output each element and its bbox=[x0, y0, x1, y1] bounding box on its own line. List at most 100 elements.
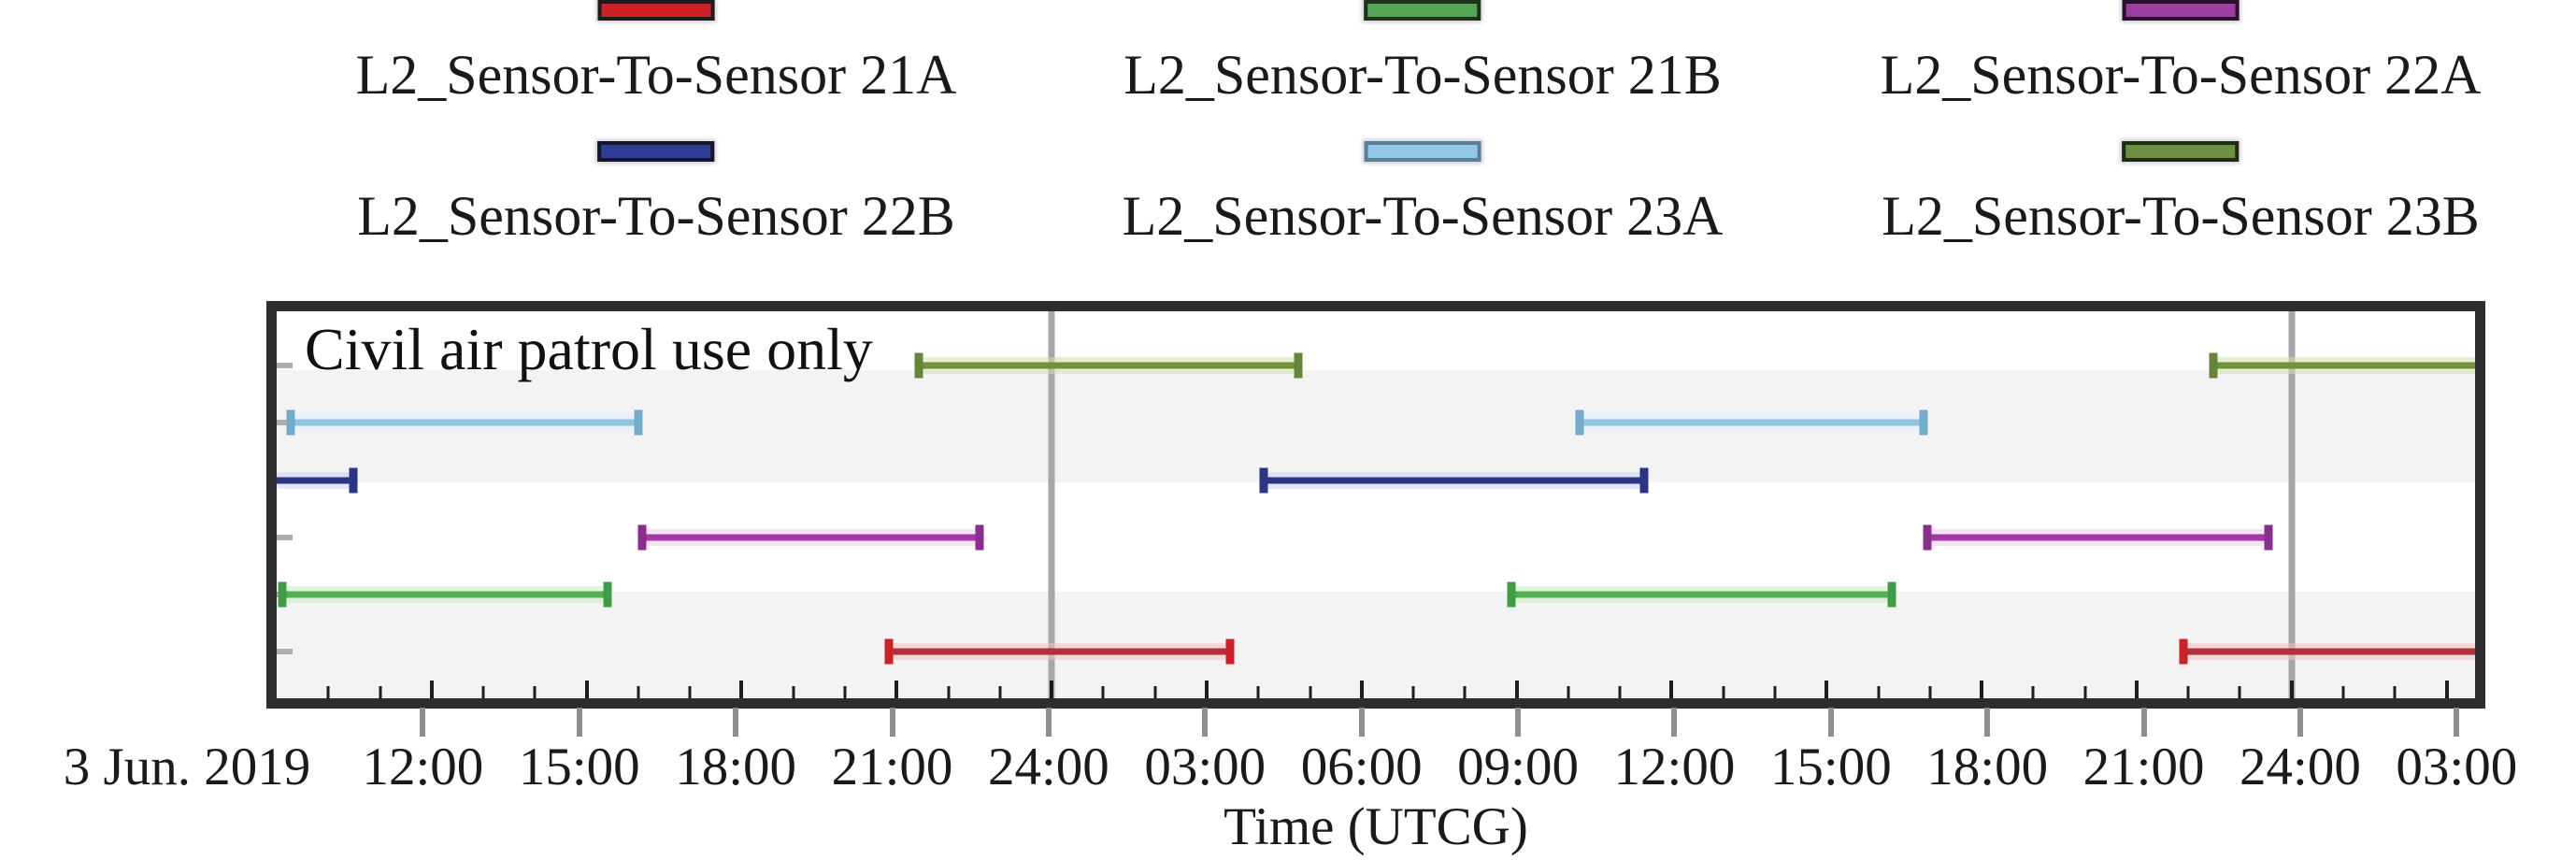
x-tick-label: 03:00 bbox=[1144, 738, 1267, 796]
major-tick-extension bbox=[1984, 708, 1991, 737]
x-minor-tick bbox=[998, 686, 1002, 698]
legend-label: L2_Sensor-To-Sensor 21B bbox=[1123, 44, 1722, 106]
x-minor-tick bbox=[1618, 686, 1622, 698]
legend-entry: L2_Sensor-To-Sensor 23A bbox=[1122, 141, 1724, 247]
x-minor-tick bbox=[533, 686, 537, 698]
interval-end-cap bbox=[1259, 467, 1268, 493]
legend-label: L2_Sensor-To-Sensor 22A bbox=[1880, 44, 2482, 106]
interval-end-cap bbox=[603, 581, 612, 608]
interval-end-cap bbox=[914, 352, 923, 379]
x-minor-tick bbox=[843, 686, 847, 698]
access-interval-bar bbox=[1511, 591, 1893, 598]
x-major-tick bbox=[1514, 681, 1519, 698]
x-major-tick bbox=[1204, 681, 1209, 698]
access-interval-bar bbox=[277, 477, 353, 483]
x-tick-label: 09:00 bbox=[1457, 738, 1579, 796]
x-minor-tick bbox=[1463, 686, 1467, 698]
x-tick-label: 03:00 bbox=[2396, 738, 2518, 796]
interval-end-cap bbox=[1919, 409, 1928, 436]
legend-entry: L2_Sensor-To-Sensor 22B bbox=[357, 141, 955, 244]
x-tick-label: 24:00 bbox=[987, 738, 1109, 796]
plot-area: Civil air patrol use only bbox=[277, 311, 2475, 698]
interval-end-cap bbox=[286, 409, 295, 436]
x-major-tick bbox=[1980, 681, 1984, 698]
x-axis-date-label: 3 Jun. 2019 bbox=[63, 738, 311, 796]
x-minor-tick bbox=[1256, 686, 1260, 698]
y-axis-row-tick bbox=[277, 649, 293, 655]
legend-entry: L2_Sensor-To-Sensor 21B bbox=[1123, 0, 1722, 103]
x-major-tick bbox=[1359, 681, 1364, 698]
x-major-tick bbox=[739, 681, 744, 698]
x-minor-tick bbox=[637, 686, 640, 698]
x-tick-label: 21:00 bbox=[2082, 738, 2205, 796]
y-axis-row-tick bbox=[277, 362, 293, 368]
legend-entry: L2_Sensor-To-Sensor 23B bbox=[1882, 141, 2480, 244]
interval-end-cap bbox=[1923, 524, 1932, 551]
legend-swatch-icon bbox=[2122, 0, 2240, 21]
interval-end-cap bbox=[637, 524, 647, 551]
legend-swatch-icon bbox=[1364, 0, 1481, 21]
major-tick-extension bbox=[1827, 708, 1834, 737]
gray-band-1 bbox=[277, 369, 2475, 482]
x-major-tick bbox=[1669, 681, 1674, 698]
interval-end-cap bbox=[1575, 409, 1584, 436]
x-major-tick bbox=[429, 681, 434, 698]
chart-frame: Civil air patrol use only bbox=[266, 301, 2485, 709]
major-tick-extension bbox=[1045, 708, 1052, 737]
legend-entry: L2_Sensor-To-Sensor 22A bbox=[1880, 0, 2482, 106]
x-major-tick bbox=[2289, 681, 2294, 698]
major-tick-extension bbox=[889, 708, 895, 737]
y-axis-row-tick bbox=[277, 420, 293, 426]
x-minor-tick bbox=[481, 686, 485, 698]
x-tick-label: 15:00 bbox=[518, 738, 640, 796]
access-interval-bar bbox=[641, 534, 980, 541]
interval-end-cap bbox=[349, 467, 358, 493]
x-minor-tick bbox=[1567, 686, 1570, 698]
x-major-tick bbox=[584, 681, 589, 698]
x-minor-tick bbox=[2238, 686, 2241, 698]
major-tick-extension bbox=[733, 708, 739, 737]
gray-band-2 bbox=[277, 591, 2475, 698]
x-tick-label: 15:00 bbox=[1769, 738, 1892, 796]
x-major-tick bbox=[2134, 681, 2139, 698]
interval-end-cap bbox=[278, 581, 287, 608]
x-major-tick bbox=[1825, 681, 1829, 698]
legend-entry: L2_Sensor-To-Sensor 21A bbox=[356, 0, 956, 103]
x-minor-tick bbox=[1773, 686, 1777, 698]
x-minor-tick bbox=[2186, 686, 2190, 698]
x-tick-label: 18:00 bbox=[1926, 738, 2049, 796]
x-minor-tick bbox=[688, 686, 692, 698]
legend-swatch-icon bbox=[597, 0, 715, 21]
x-minor-tick bbox=[1877, 686, 1881, 698]
x-tick-label: 12:00 bbox=[1613, 738, 1736, 796]
access-interval-bar bbox=[1927, 534, 2268, 541]
x-minor-tick bbox=[1928, 686, 1932, 698]
legend-label: L2_Sensor-To-Sensor 23B bbox=[1882, 185, 2480, 247]
access-interval-bar bbox=[889, 648, 1230, 655]
access-interval-bar bbox=[2212, 362, 2475, 369]
x-minor-tick bbox=[2341, 686, 2345, 698]
major-tick-extension bbox=[1358, 708, 1365, 737]
legend-label: L2_Sensor-To-Sensor 22B bbox=[357, 185, 955, 247]
axis-major-tick-stubs bbox=[266, 708, 2485, 737]
x-major-tick bbox=[894, 681, 899, 698]
midnight-gridline bbox=[1048, 311, 1055, 698]
x-tick-label: 18:00 bbox=[675, 738, 797, 796]
interval-end-cap bbox=[1294, 352, 1303, 379]
x-minor-tick bbox=[379, 686, 382, 698]
interval-end-cap bbox=[1507, 581, 1516, 608]
x-minor-tick bbox=[1411, 686, 1415, 698]
access-interval-bar bbox=[918, 362, 1298, 369]
x-major-tick bbox=[2444, 681, 2449, 698]
interval-end-cap bbox=[2209, 352, 2218, 379]
x-minor-tick bbox=[792, 686, 795, 698]
legend-label: L2_Sensor-To-Sensor 23A bbox=[1122, 185, 1724, 247]
x-minor-tick bbox=[1309, 686, 1312, 698]
x-minor-tick bbox=[1101, 686, 1105, 698]
access-interval-bar bbox=[1580, 419, 1924, 426]
x-minor-tick bbox=[1722, 686, 1725, 698]
major-tick-extension bbox=[2140, 708, 2147, 737]
midnight-gridline bbox=[2288, 311, 2296, 698]
x-minor-tick bbox=[947, 686, 951, 698]
